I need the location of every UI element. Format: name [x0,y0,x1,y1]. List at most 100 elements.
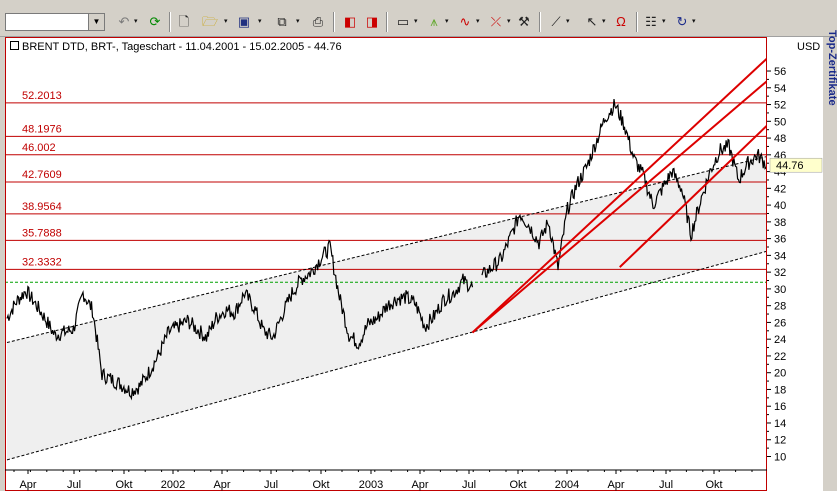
toolbar-separator [386,12,388,32]
toolbar-separator [169,12,171,32]
symbol-combo[interactable]: ▼ [5,13,105,31]
trend-line [471,58,766,334]
toolbar: ▼ ↶ ▾ ⟳ 🗋 🗁 ▾ ▣ ▾ ⧉ ▾ ⎙ ◧ ◨ ▭ ▾ ⩚ ▾ ∿ ▾ … [0,0,837,37]
trend-icon[interactable]: ⤫ [490,14,502,29]
trend-line [619,125,766,268]
x-tick-label: 2003 [359,479,383,491]
draw-line-icon[interactable]: ⟋ [551,14,561,29]
y-tick-label: 18 [774,384,786,396]
print-icon[interactable]: ⎙ [312,14,324,29]
side-tab-label[interactable]: Top-Zertifikate [826,30,837,106]
copy-dropdown-icon[interactable]: ▾ [296,18,300,25]
x-tick-label: Jul [67,479,81,491]
y-tick-label: 22 [774,351,786,363]
y-tick-label: 12 [774,435,786,447]
x-tick-label: Apr [213,479,230,491]
y-tick-label: 42 [774,183,786,195]
pointer-icon[interactable]: ↖ [586,14,598,29]
y-tick-label: 34 [774,250,786,262]
wave-dropdown-icon[interactable]: ▾ [476,18,480,25]
wave-icon[interactable]: ∿ [459,14,471,29]
toolbar-separator [333,12,335,32]
y-tick-label: 14 [774,418,786,430]
channel-line [6,156,766,344]
chart-forward-icon[interactable]: ◨ [365,14,379,29]
pointer-dropdown-icon[interactable]: ▾ [602,18,606,25]
x-tick-label: Okt [115,479,132,491]
trend-dropdown-icon[interactable]: ▾ [507,18,511,25]
fib-level-label: 52.2013 [22,90,62,102]
y-tick-label: 16 [774,401,786,413]
toolbar-separator [539,12,541,32]
x-tick-label: Jul [659,479,673,491]
reload-icon[interactable]: ↻ [676,14,688,29]
y-tick-label: 10 [774,452,786,464]
new-document-icon[interactable]: 🗋 [178,14,190,29]
copy-icon[interactable]: ⧉ [277,14,287,29]
open-folder-icon[interactable]: 🗁 [201,14,219,29]
fib-level-label: 38.9564 [22,201,62,213]
indicator-icon[interactable]: ⩚ [430,14,438,29]
chevron-down-icon[interactable]: ▼ [88,14,104,30]
currency-label: USD [797,41,821,53]
y-tick-label: 24 [774,334,786,346]
x-tick-label: Jul [264,479,278,491]
fib-level-label: 32.3332 [22,256,62,268]
properties-icon[interactable]: ⚒ [518,14,530,29]
y-tick-label: 20 [774,368,786,380]
chart-title-text: BRENT DTD, BRT-, Tageschart - 11.04.2001… [22,41,342,53]
info-icon[interactable]: ☷ [645,14,657,29]
last-price-label: 44.76 [776,160,804,172]
refresh-icon[interactable]: ⟳ [149,14,161,29]
x-tick-label: Okt [705,479,722,491]
chart-back-icon[interactable]: ◧ [343,14,357,29]
info-dropdown-icon[interactable]: ▾ [662,18,666,25]
reload-dropdown-icon[interactable]: ▾ [692,18,696,25]
x-tick-label: Apr [19,479,36,491]
x-tick-label: 2002 [161,479,185,491]
open-dropdown-icon[interactable]: ▾ [224,18,228,25]
x-tick-label: Okt [509,479,526,491]
channel-line [6,250,766,461]
last-price-box [769,157,823,173]
save-icon[interactable]: ▣ [237,14,251,29]
y-tick-label: 32 [774,267,786,279]
price-axis-panel [767,37,823,491]
y-tick-label: 26 [774,317,786,329]
trend-line [471,80,766,334]
y-tick-label: 36 [774,234,786,246]
toolbar-separator [636,12,638,32]
y-tick-label: 52 [774,100,786,112]
side-tab[interactable] [823,37,837,491]
chart-menu-icon[interactable] [10,41,19,50]
fib-level-label: 35.7888 [22,227,62,239]
window-icon[interactable]: ▭ [396,14,410,29]
x-tick-label: Okt [312,479,329,491]
y-tick-label: 40 [774,200,786,212]
y-tick-label: 48 [774,133,786,145]
x-tick-label: 2004 [555,479,579,491]
price-series-line [6,239,474,401]
y-tick-label: 38 [774,217,786,229]
price-series-line [481,99,766,278]
y-tick-label: 56 [774,66,786,78]
fib-level-label: 42.7609 [22,169,62,181]
y-tick-label: 54 [774,83,786,95]
plot-area: 52.2013 48.1976 46.002 42.7609 38.9564 35.788… [6,58,766,461]
chart-title: BRENT DTD, BRT-, Tageschart - 11.04.2001… [10,41,342,53]
window-dropdown-icon[interactable]: ▾ [414,18,418,25]
indicator-dropdown-icon[interactable]: ▾ [445,18,449,25]
undo-dropdown-icon[interactable]: ▾ [134,18,138,25]
fib-level-label: 48.1976 [22,123,62,135]
draw-line-dropdown-icon[interactable]: ▾ [566,18,570,25]
x-tick-label: Apr [607,479,624,491]
y-tick-label: 28 [774,301,786,313]
fib-level-label: 46.002 [22,142,56,154]
save-dropdown-icon[interactable]: ▾ [258,18,262,25]
y-tick-label: 50 [774,116,786,128]
undo-icon[interactable]: ↶ [118,14,130,29]
magnet-icon[interactable]: Ω [616,14,626,29]
x-tick-label: Jul [462,479,476,491]
y-tick-label: 30 [774,284,786,296]
